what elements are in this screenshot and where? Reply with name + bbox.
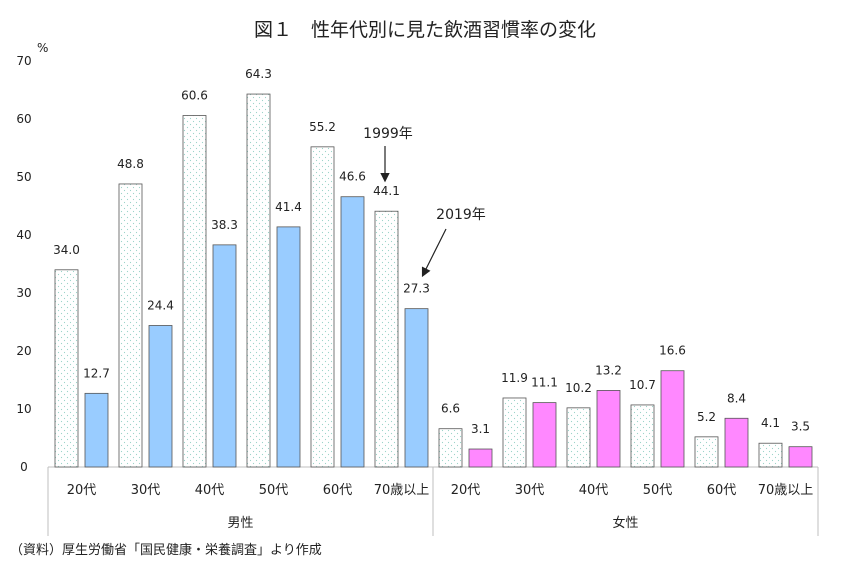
- category-labels: 20代 30代 40代 50代 60代 70歳以上 20代 30代 40代 50代 60代 70歳以上: [67, 483, 814, 498]
- annotation-2019-arrow: [421, 228, 447, 278]
- y-tick-label: 10: [16, 402, 31, 416]
- bar-1999: [566, 407, 591, 468]
- y-tick-label: 60: [16, 112, 31, 126]
- bar-2019: [660, 370, 685, 468]
- category-label: 20代: [67, 483, 97, 498]
- category-label: 30代: [131, 483, 161, 498]
- bar-value-label: 60.6: [181, 89, 208, 103]
- bar-value-label: 44.1: [373, 184, 400, 198]
- bar-2019: [84, 392, 109, 468]
- bar-value-label: 3.1: [471, 422, 490, 436]
- group-labels: 男性 女性: [227, 515, 638, 531]
- category-label: 30代: [515, 483, 545, 498]
- bar-value-label: 41.4: [275, 200, 302, 214]
- bar-2019: [532, 402, 557, 468]
- bar-value-label: 8.4: [727, 391, 746, 405]
- annotation-1999: 1999年: [363, 126, 413, 183]
- group-label: 男性: [227, 516, 253, 531]
- bar-1999: [310, 146, 335, 468]
- bar-1999: [246, 93, 271, 468]
- bar-value-label: 11.1: [531, 376, 558, 390]
- y-tick-label: 30: [16, 286, 31, 300]
- bar-2019: [788, 446, 813, 468]
- bar-1999: [438, 428, 463, 468]
- bar-value-label: 10.7: [629, 378, 656, 392]
- category-label: 50代: [643, 483, 673, 498]
- bar-1999: [374, 210, 399, 468]
- annotation-1999-label: 1999年: [363, 126, 413, 142]
- bar-2019: [404, 308, 429, 468]
- bar-value-label: 55.2: [309, 120, 336, 134]
- bar-value-label: 24.4: [147, 298, 174, 312]
- category-label: 40代: [579, 483, 609, 498]
- annotation-2019: 2019年: [421, 207, 486, 278]
- bar-value-label: 4.1: [761, 416, 780, 430]
- bar-value-label: 64.3: [245, 67, 272, 81]
- y-tick-label: 40: [16, 228, 31, 242]
- bar-value-labels: 34.0 12.7 48.8 24.4 60.6 38.3 64.3 41.4 55.2 46.6…: [53, 67, 810, 436]
- category-label: 40代: [195, 483, 225, 498]
- bar-2019: [276, 226, 301, 468]
- category-label: 20代: [451, 483, 481, 498]
- y-axis-ticks: 0 10 20 30 40 50 60 70: [16, 54, 31, 474]
- y-axis-unit: %: [37, 41, 48, 55]
- category-label: 60代: [707, 483, 737, 498]
- bar-2019: [596, 390, 621, 468]
- bar-2019: [724, 417, 749, 468]
- bar-value-label: 12.7: [83, 366, 110, 380]
- category-label: 70歳以上: [758, 483, 814, 498]
- bar-1999: [182, 115, 207, 468]
- bar-value-label: 3.5: [791, 420, 810, 434]
- bar-1999: [630, 404, 655, 468]
- bar-1999: [502, 397, 527, 468]
- bar-value-label: 46.6: [339, 170, 366, 184]
- bars: [54, 93, 813, 468]
- y-tick-label: 50: [16, 170, 31, 184]
- group-label: 女性: [612, 515, 638, 531]
- source-note: （資料）厚生労働省「国民健康・栄養調査」より作成: [10, 542, 322, 558]
- chart-title: 図１ 性年代別に見た飲酒習慣率の変化: [254, 19, 596, 41]
- bar-1999: [758, 442, 783, 468]
- bar-value-label: 5.2: [697, 410, 716, 424]
- bar-2019: [468, 448, 493, 468]
- bar-value-label: 10.2: [565, 381, 592, 395]
- bar-value-label: 48.8: [117, 157, 144, 171]
- bar-1999: [118, 183, 143, 468]
- bar-value-label: 11.9: [501, 371, 528, 385]
- y-tick-label: 0: [20, 460, 28, 474]
- bar-value-label: 27.3: [403, 282, 430, 296]
- bar-2019: [148, 325, 173, 468]
- category-label: 50代: [259, 483, 289, 498]
- bar-2019: [212, 244, 237, 468]
- bar-1999: [694, 436, 719, 468]
- bar-1999: [54, 269, 79, 468]
- annotation-2019-label: 2019年: [436, 207, 486, 223]
- y-tick-label: 70: [16, 54, 31, 68]
- axes: [47, 466, 819, 536]
- bar-value-label: 16.6: [659, 344, 686, 358]
- bar-2019: [340, 196, 365, 468]
- bar-value-label: 38.3: [211, 218, 238, 232]
- y-tick-label: 20: [16, 344, 31, 358]
- category-label: 60代: [323, 483, 353, 498]
- category-label: 70歳以上: [374, 483, 430, 498]
- bar-value-label: 6.6: [441, 402, 460, 416]
- bar-value-label: 34.0: [53, 243, 80, 257]
- bar-value-label: 13.2: [595, 363, 622, 377]
